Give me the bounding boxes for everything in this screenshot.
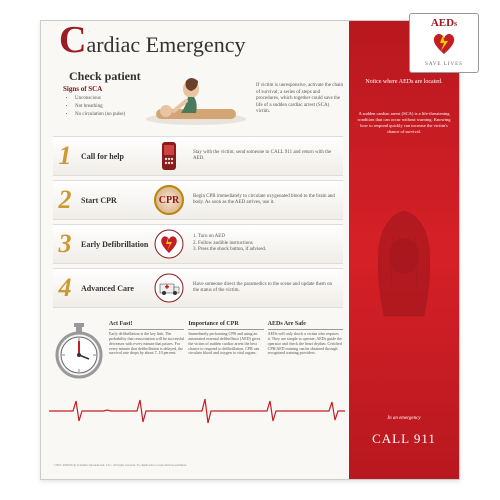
heart-bolt-icon <box>429 30 459 56</box>
step-number: 3 <box>53 229 77 259</box>
cpr-icon: CPR <box>151 182 187 218</box>
signs-label: Signs of SCA <box>63 85 102 93</box>
aed-badge-title: AEDs <box>413 17 475 29</box>
sign-item: Not breathing <box>75 103 125 111</box>
check-patient-illustration <box>136 71 251 126</box>
column-title: Importance of CPR <box>188 321 263 330</box>
title-initial: C <box>59 19 86 61</box>
aed-badge: AEDs SAVE LIVES <box>409 13 479 73</box>
stopwatch-icon <box>53 321 105 381</box>
step-description: Stay with the victim; send someone to CA… <box>187 150 343 163</box>
step-title: Start CPR <box>77 196 151 205</box>
emergency-label: In an emergency <box>357 416 451 421</box>
step-title: Call for help <box>77 152 151 161</box>
ecg-line <box>49 396 345 426</box>
sign-item: No circulation (no pulse) <box>75 111 125 119</box>
sign-item: Unconscious <box>75 95 125 103</box>
column-title: AEDs Are Safe <box>268 321 343 330</box>
column-title: Act Fast! <box>109 321 184 330</box>
phone-icon <box>151 138 187 174</box>
sca-description: A sudden cardiac arrest (SCA) is a life-… <box>357 111 451 134</box>
steps-container: 1 Call for help Stay with the victim; se… <box>53 136 343 312</box>
step-number: 2 <box>53 185 77 215</box>
column-body: Immediately performing CPR and using an … <box>188 332 263 356</box>
aed-heart-icon <box>151 226 187 262</box>
column-aed-safe: AEDs Are Safe AEDs will only shock a vict… <box>268 321 343 381</box>
check-patient-heading: Check patient <box>69 69 141 84</box>
aed-save-lives: SAVE LIVES <box>413 62 475 67</box>
step-row: 4 Advanced Care Have someone direct the … <box>53 268 343 308</box>
main-panel: Cardiac Emergency Check patient Signs of… <box>41 21 351 479</box>
ambulance-icon <box>151 270 187 306</box>
step-number: 1 <box>53 141 77 171</box>
copyright-footer: ©2007–2008 Body Scientific International… <box>53 463 343 467</box>
step-description: Have someone direct the paramedics to th… <box>187 282 343 295</box>
step-title: Early Defibrillation <box>77 240 151 249</box>
column-body: Early defibrillation is the key link. Th… <box>109 332 184 356</box>
call-911: CALL 911 <box>349 431 459 447</box>
side-panel: Notice where AEDs are located. A sudden … <box>349 21 459 479</box>
signs-list: Unconscious Not breathing No circulation… <box>67 95 125 119</box>
notice-text: Notice where AEDs are located. <box>357 79 451 86</box>
anatomy-illustration <box>354 206 454 336</box>
step-description: 1. Turn on AED 2. Follow audible instruc… <box>187 234 343 254</box>
step-number: 4 <box>53 273 77 303</box>
step-row: 2 Start CPR CPR Begin CPR immediately to… <box>53 180 343 220</box>
column-body: AEDs will only shock a victim who requir… <box>268 332 343 356</box>
step-row: 1 Call for help Stay with the victim; se… <box>53 136 343 176</box>
main-title: Cardiac Emergency <box>59 29 245 58</box>
bottom-columns: Act Fast! Early defibrillation is the key… <box>53 321 343 381</box>
victim-description: If victim is unresponsive, activate the … <box>256 83 344 116</box>
title-rest: ardiac Emergency <box>86 32 245 57</box>
step-row: 3 Early Defibrillation 1. Turn on AED 2.… <box>53 224 343 264</box>
step-title: Advanced Care <box>77 284 151 293</box>
column-cpr: Importance of CPR Immediately performing … <box>188 321 263 381</box>
column-act-fast: Act Fast! Early defibrillation is the key… <box>109 321 184 381</box>
step-description: Begin CPR immediately to circulate oxyge… <box>187 194 343 207</box>
poster: Cardiac Emergency Check patient Signs of… <box>40 20 460 480</box>
